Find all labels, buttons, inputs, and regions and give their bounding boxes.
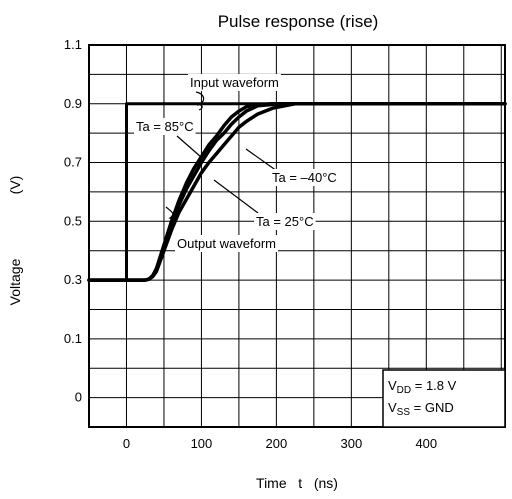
series-line-minus40c [87, 102, 507, 282]
annotation-output-hook [165, 206, 175, 227]
annotation-ta-85-bg [134, 118, 196, 135]
y-axis-unit: (V) [7, 176, 23, 195]
y-tick-label: 1.1 [64, 37, 82, 52]
annotation-ta-minus40: Ta = –40°C [272, 170, 337, 185]
annotation-ta-25: Ta = 25°C [256, 214, 314, 229]
annotations: Input waveform Ta = 85°C Ta = –40°C Ta = 25… [134, 74, 339, 252]
leader-ta-85 [176, 135, 202, 158]
annotation-ta-85: Ta = 85°C [136, 119, 194, 134]
y-tick-label: 0 [75, 390, 82, 405]
conditions-frame [382, 369, 506, 428]
annotation-input-hook [195, 91, 205, 111]
y-tick-label: 0.3 [64, 272, 82, 287]
conditions-box: VDD = 1.8 V VSS = GND [382, 369, 506, 428]
y-tick-label: 0.1 [64, 331, 82, 346]
x-tick-label: 0 [123, 436, 130, 451]
y-tick-label: 0.7 [64, 155, 82, 170]
annotation-ta-minus40-bg [270, 169, 339, 186]
condition-line: VSS = GND [388, 400, 454, 418]
annotation-output-waveform-bg [175, 235, 278, 252]
annotation-input-waveform-bg [188, 74, 281, 91]
annotation-ta-25-bg [254, 213, 316, 230]
x-tick-label: 200 [266, 436, 288, 451]
y-tick-label: 0.5 [64, 213, 82, 228]
x-axis-label: Time t (ns) [256, 475, 338, 491]
annotation-output-waveform: Output waveform [177, 236, 276, 251]
series-group [87, 102, 507, 282]
y-tick-label: 0.9 [64, 96, 82, 111]
plot-border [88, 44, 506, 428]
x-tick-label: 100 [191, 436, 213, 451]
leader-ta-25 [213, 179, 259, 214]
annotation-input-waveform: Input waveform [190, 75, 279, 90]
condition-line: VDD = 1.8 V [388, 378, 457, 396]
x-tick-label: 300 [340, 436, 362, 451]
plot-frame [88, 44, 506, 428]
x-tick-label: 400 [415, 436, 437, 451]
leader-ta-minus40 [245, 148, 278, 172]
chart-title: Pulse response (rise) [218, 12, 379, 31]
tick-labels: 0 100 200 300 400 1.1 0.9 0.7 0.5 0.3 0.1 0 [64, 37, 437, 451]
y-axis-label: Voltage [7, 258, 23, 305]
